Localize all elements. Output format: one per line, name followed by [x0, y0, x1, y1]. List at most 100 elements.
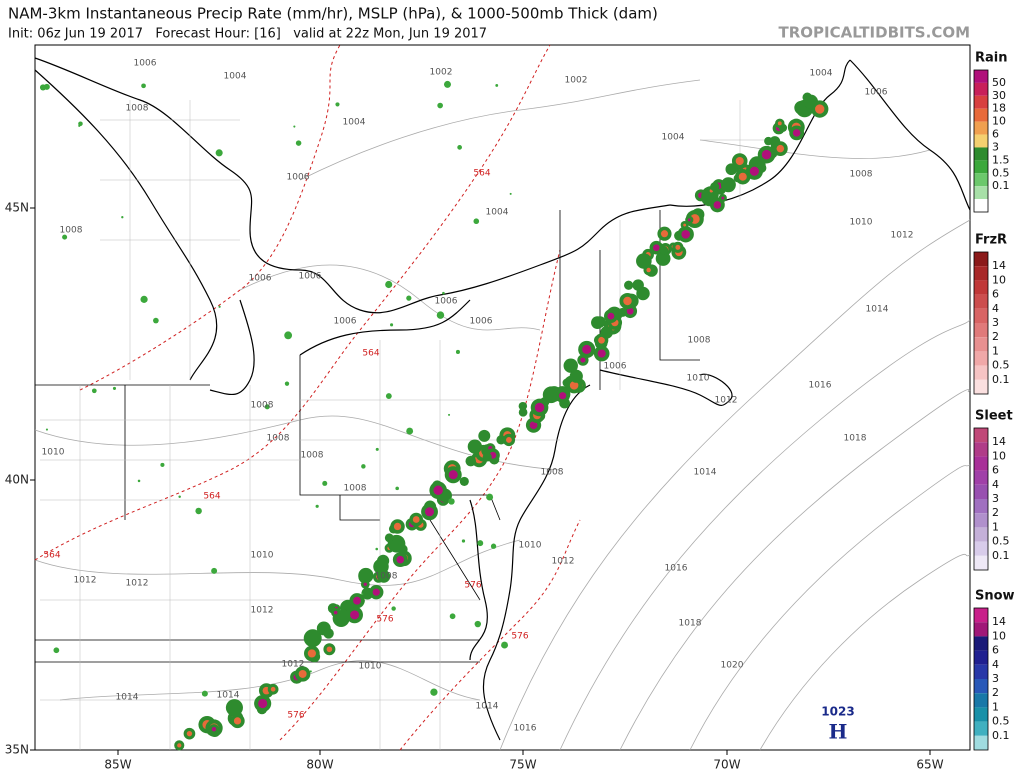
precip-cell: [78, 121, 83, 127]
precip-core: [569, 381, 579, 390]
legend-swatch: [974, 707, 988, 722]
precip-core: [675, 244, 681, 250]
legend-level: 0.5: [992, 359, 1010, 372]
precip-cell: [501, 641, 509, 649]
precip-cell: [375, 447, 379, 451]
precip-core: [372, 588, 380, 596]
legend-swatch: [974, 70, 988, 83]
legend-level: 10: [992, 273, 1006, 286]
legend-swatch: [974, 636, 988, 651]
precip-cell: [395, 486, 399, 491]
precip-cell: [448, 498, 455, 505]
isobar-label: 1008: [541, 468, 564, 478]
legend-swatch: [974, 513, 988, 528]
legend-level: 2: [992, 330, 999, 343]
isobar-label: 1004: [810, 69, 833, 79]
thickness-label: 564: [43, 551, 60, 561]
precip-cell: [448, 413, 451, 416]
precip-cell: [384, 533, 394, 543]
precip-cell: [141, 83, 146, 89]
precip-core: [412, 516, 420, 523]
legend-level: 1: [992, 520, 999, 533]
legend-swatch: [974, 664, 988, 679]
precip-cell: [315, 504, 319, 508]
precip-core: [776, 144, 785, 153]
precip-cell: [482, 452, 492, 462]
isobar-label: 1006: [604, 362, 627, 372]
legend-box: [973, 427, 989, 571]
thickness-label: 576: [464, 581, 481, 591]
isobar-label: 1010: [359, 662, 382, 672]
precip-core: [425, 507, 435, 517]
thickness-lines: [34, 44, 581, 751]
isobar-label: 1008: [251, 401, 274, 411]
legend-level: 2: [992, 506, 999, 519]
title: NAM-3km Instantaneous Precip Rate (mm/hr…: [8, 5, 658, 23]
map-frame: [34, 44, 971, 751]
precip-cell: [385, 280, 393, 289]
precip-core: [598, 336, 605, 344]
precip-core: [792, 129, 801, 137]
map-labels: 85W 80W 75W 70W 65W 45N 40N 35N 1006 1004 1002 1002…: [5, 59, 944, 772]
isobar-label: 1020: [721, 661, 744, 671]
thickness-label: 564: [473, 169, 490, 179]
legend-swatch: [974, 266, 988, 281]
precip-core: [582, 344, 592, 355]
precip-cell: [600, 326, 613, 339]
legend-level: 1: [992, 700, 999, 713]
precip-cell: [443, 80, 451, 88]
isobar-label: 1006: [470, 317, 493, 327]
precip-cell: [636, 286, 650, 301]
legend-swatch: [974, 679, 988, 694]
legend-box: [973, 607, 989, 751]
precip-cell: [518, 408, 528, 417]
legend-level: 3: [992, 316, 999, 329]
legend-level: 6: [992, 644, 999, 657]
precip-cell: [636, 253, 652, 269]
legend-swatch: [974, 121, 988, 135]
precip-cell: [591, 316, 604, 330]
precip-cell: [53, 647, 60, 654]
isobar-label: 1004: [224, 72, 247, 82]
precip-core: [646, 267, 651, 273]
isobar-label: 1008: [375, 572, 398, 582]
precip-cell: [725, 163, 738, 176]
isobar-label: 1014: [116, 693, 139, 703]
isobar-label: 1014: [866, 305, 889, 315]
legend-level: 6: [992, 464, 999, 477]
precip-cell: [457, 145, 462, 150]
precip-cell: [769, 136, 781, 147]
legend-level: 4: [992, 478, 999, 491]
thickness-label: 576: [376, 615, 393, 625]
isobar-label: 1008: [267, 434, 290, 444]
legend-box: [973, 69, 989, 213]
precip-core: [559, 392, 567, 400]
precip-core: [393, 522, 402, 531]
isobar-label: 1006: [334, 317, 357, 327]
legend-swatch: [974, 650, 988, 665]
precip-core: [607, 312, 615, 320]
precip-cell: [569, 369, 583, 383]
legend-swatch: [974, 294, 988, 309]
precip-cell: [218, 305, 221, 308]
precip-cell: [442, 291, 445, 295]
precip-core: [396, 555, 405, 564]
precip-cell: [91, 388, 97, 394]
precip-cell: [284, 331, 293, 340]
isobar-label: 1018: [844, 434, 867, 444]
precip-cell: [465, 455, 476, 467]
precip-cell: [473, 218, 480, 225]
precip-core: [815, 104, 825, 114]
isobar-label: 1012: [552, 557, 575, 567]
legend-level: 3: [992, 492, 999, 505]
precip-cell: [518, 401, 528, 411]
legend-swatch: [974, 308, 988, 323]
isobar-label: 1006: [435, 297, 458, 307]
legend-level: 4: [992, 302, 999, 315]
precip-core: [448, 470, 458, 480]
legend-swatch: [974, 323, 988, 338]
precip-cell: [112, 386, 117, 390]
precip-cell: [486, 493, 494, 501]
legend-level: 0.1: [992, 729, 1010, 742]
high-pressure: 1023: [821, 705, 854, 719]
